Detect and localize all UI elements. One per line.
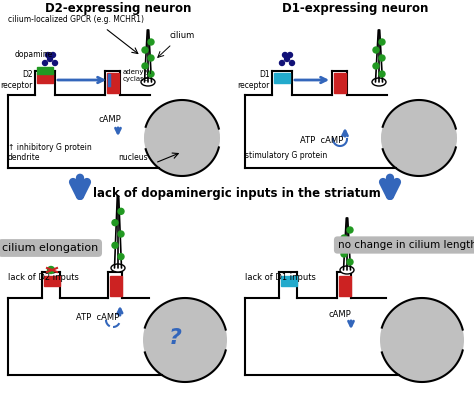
Ellipse shape	[141, 78, 155, 86]
Text: lack of D1 inputs: lack of D1 inputs	[245, 273, 316, 282]
Bar	[281, 276, 297, 286]
Circle shape	[288, 52, 292, 58]
Circle shape	[379, 39, 385, 45]
Text: ↑ inhibitory G protein: ↑ inhibitory G protein	[8, 143, 92, 152]
Bar	[334, 73, 346, 93]
Circle shape	[118, 208, 124, 214]
Text: stimulatory G protein: stimulatory G protein	[245, 151, 327, 160]
Text: D1
receptor: D1 receptor	[237, 70, 270, 90]
Circle shape	[347, 227, 353, 233]
Circle shape	[43, 61, 47, 65]
Text: lack of dopaminergic inputs in the striatum: lack of dopaminergic inputs in the stria…	[93, 187, 381, 200]
Circle shape	[143, 298, 227, 382]
Circle shape	[148, 55, 154, 61]
Circle shape	[284, 56, 290, 61]
Circle shape	[290, 61, 294, 65]
Circle shape	[112, 242, 118, 248]
Circle shape	[347, 243, 353, 249]
Text: nucleus: nucleus	[118, 153, 147, 162]
Text: dopamine: dopamine	[15, 50, 53, 59]
Circle shape	[347, 259, 353, 265]
Bar	[37, 73, 53, 83]
Circle shape	[283, 52, 288, 58]
Circle shape	[47, 56, 53, 61]
Circle shape	[112, 220, 118, 226]
Circle shape	[379, 71, 385, 77]
Circle shape	[46, 52, 51, 58]
Circle shape	[341, 251, 347, 257]
Text: cilium elongation: cilium elongation	[2, 243, 98, 253]
Circle shape	[118, 254, 124, 260]
Bar	[339, 276, 351, 296]
Circle shape	[341, 235, 347, 241]
Text: cilium-localized GPCR (e.g. MCHR1): cilium-localized GPCR (e.g. MCHR1)	[8, 15, 144, 24]
Ellipse shape	[372, 78, 386, 86]
Circle shape	[118, 231, 124, 237]
Text: cAMP: cAMP	[328, 310, 351, 319]
Text: D1-expressing neuron: D1-expressing neuron	[282, 2, 428, 15]
Circle shape	[144, 100, 220, 176]
Bar	[110, 276, 122, 296]
Text: D2
receptor: D2 receptor	[0, 70, 33, 90]
Circle shape	[142, 63, 148, 69]
Circle shape	[379, 55, 385, 61]
Circle shape	[381, 100, 457, 176]
Circle shape	[280, 61, 284, 65]
Ellipse shape	[340, 266, 354, 274]
Circle shape	[373, 47, 379, 53]
Text: cilium: cilium	[170, 31, 195, 40]
Text: adenylyl
cyclase: adenylyl cyclase	[123, 69, 153, 82]
Circle shape	[148, 71, 154, 77]
Text: ?: ?	[169, 328, 182, 348]
Bar	[107, 73, 119, 93]
Text: cAMP: cAMP	[99, 115, 121, 124]
Circle shape	[53, 61, 57, 65]
Text: ATP  cAMP: ATP cAMP	[76, 313, 119, 322]
Ellipse shape	[111, 264, 125, 272]
Bar	[274, 73, 290, 83]
Text: D2-expressing neuron: D2-expressing neuron	[45, 2, 191, 15]
Bar	[37, 67, 53, 74]
Circle shape	[380, 298, 464, 382]
Circle shape	[142, 47, 148, 53]
Text: lack of D2 inputs: lack of D2 inputs	[8, 273, 79, 282]
Circle shape	[373, 63, 379, 69]
Text: no change in cilium length: no change in cilium length	[337, 240, 474, 250]
Bar	[44, 276, 60, 286]
Text: dendrite: dendrite	[8, 153, 40, 162]
Circle shape	[51, 52, 55, 58]
Text: ATP  cAMP: ATP cAMP	[301, 136, 344, 145]
Circle shape	[47, 266, 55, 273]
Circle shape	[148, 39, 154, 45]
